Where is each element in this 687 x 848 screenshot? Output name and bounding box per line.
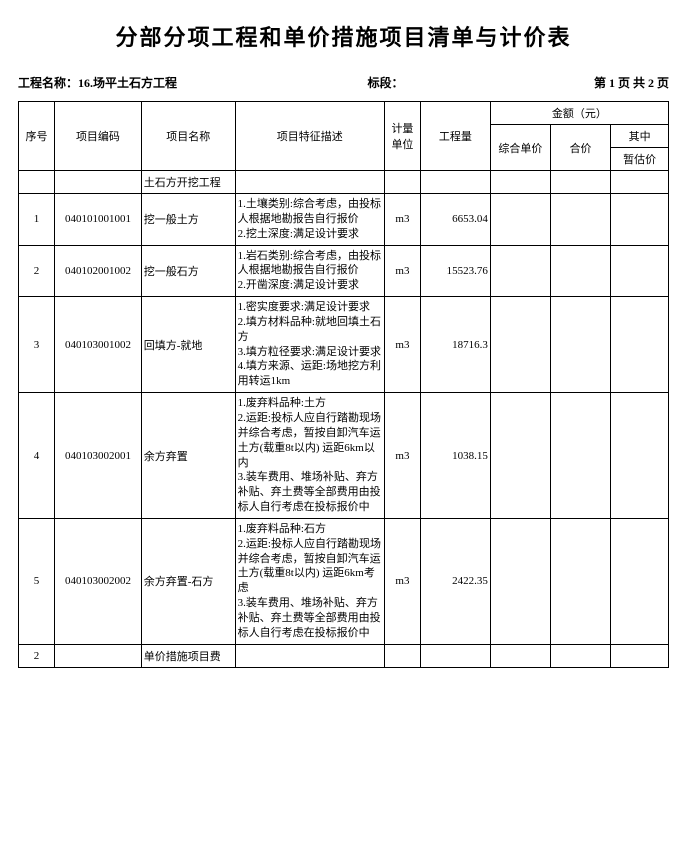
cell-code: 040103002001	[55, 393, 142, 519]
th-seq: 序号	[19, 102, 55, 171]
cell-name: 挖一般土方	[141, 194, 235, 246]
cell-unit-price	[490, 171, 550, 194]
cell-est-price	[611, 194, 669, 246]
th-unit-price: 综合单价	[490, 125, 550, 171]
cell-name: 余方弃置-石方	[141, 518, 235, 644]
section-label: 标段：	[368, 76, 404, 90]
cell-total-price	[550, 171, 610, 194]
page-title: 分部分项工程和单价措施项目清单与计价表	[18, 20, 669, 52]
cell-name: 回填方-就地	[141, 297, 235, 393]
table-header: 序号 项目编码 项目名称 项目特征描述 计量单位 工程量 金额（元） 综合单价 …	[19, 102, 669, 171]
cell-qty: 18716.3	[421, 297, 491, 393]
th-code: 项目编码	[55, 102, 142, 171]
cell-est-price	[611, 171, 669, 194]
cell-code: 040101001001	[55, 194, 142, 246]
cell-seq: 3	[19, 297, 55, 393]
cell-desc: 1.岩石类别:综合考虑，由投标人根据地勘报告自行报价2.开凿深度:满足设计要求	[235, 245, 384, 297]
cell-unit	[384, 644, 420, 667]
cell-qty: 1038.15	[421, 393, 491, 519]
cell-total-price	[550, 518, 610, 644]
cell-desc: 1.密实度要求:满足设计要求2.填方材料品种:就地回填土石方3.填方粒径要求:满…	[235, 297, 384, 393]
table-row: 1040101001001挖一般土方1.土壤类别:综合考虑，由投标人根据地勘报告…	[19, 194, 669, 246]
meta-row: 工程名称：16.场平土石方工程 标段： 第 1 页 共 2 页	[18, 74, 669, 91]
cell-desc: 1.土壤类别:综合考虑，由投标人根据地勘报告自行报价2.挖土深度:满足设计要求	[235, 194, 384, 246]
cell-qty	[421, 644, 491, 667]
cell-est-price	[611, 393, 669, 519]
th-of-which: 其中	[611, 125, 669, 148]
table-row: 5040103002002余方弃置-石方1.废弃料品种:石方2.运距:投标人应自…	[19, 518, 669, 644]
section-name: 标段：	[368, 74, 404, 91]
table-row: 4040103002001余方弃置1.废弃料品种:土方2.运距:投标人应自行踏勘…	[19, 393, 669, 519]
th-est-price: 暂估价	[611, 148, 669, 171]
project-name: 工程名称：16.场平土石方工程	[18, 74, 177, 91]
table-row: 2 单价措施项目费	[19, 644, 669, 667]
cell-unit-price	[490, 194, 550, 246]
cell-unit: m3	[384, 194, 420, 246]
cell-seq: 5	[19, 518, 55, 644]
cell-qty: 2422.35	[421, 518, 491, 644]
cell-qty	[421, 171, 491, 194]
th-amount: 金额（元）	[490, 102, 668, 125]
cell-unit-price	[490, 644, 550, 667]
cell-code	[55, 171, 142, 194]
cell-code: 040103002002	[55, 518, 142, 644]
cell-code: 040103001002	[55, 297, 142, 393]
cell-name: 余方弃置	[141, 393, 235, 519]
cell-unit-price	[490, 518, 550, 644]
th-name: 项目名称	[141, 102, 235, 171]
project-value: 16.场平土石方工程	[78, 76, 177, 90]
cell-seq: 1	[19, 194, 55, 246]
table-body: 土石方开挖工程1040101001001挖一般土方1.土壤类别:综合考虑，由投标…	[19, 171, 669, 668]
cell-est-price	[611, 518, 669, 644]
cell-unit	[384, 171, 420, 194]
cell-name: 单价措施项目费	[141, 644, 235, 667]
table-row: 土石方开挖工程	[19, 171, 669, 194]
cell-seq: 4	[19, 393, 55, 519]
cell-est-price	[611, 245, 669, 297]
cell-total-price	[550, 644, 610, 667]
cell-total-price	[550, 393, 610, 519]
cell-est-price	[611, 644, 669, 667]
cell-desc	[235, 644, 384, 667]
page-info: 第 1 页 共 2 页	[594, 74, 669, 91]
cell-desc: 1.废弃料品种:土方2.运距:投标人应自行踏勘现场并综合考虑，暂按自卸汽车运土方…	[235, 393, 384, 519]
cell-code	[55, 644, 142, 667]
bill-table: 序号 项目编码 项目名称 项目特征描述 计量单位 工程量 金额（元） 综合单价 …	[18, 101, 669, 668]
cell-unit: m3	[384, 393, 420, 519]
cell-seq: 2	[19, 644, 55, 667]
cell-name: 土石方开挖工程	[141, 171, 235, 194]
cell-unit-price	[490, 245, 550, 297]
cell-unit-price	[490, 393, 550, 519]
cell-total-price	[550, 194, 610, 246]
cell-seq	[19, 171, 55, 194]
cell-seq: 2	[19, 245, 55, 297]
cell-est-price	[611, 297, 669, 393]
cell-unit: m3	[384, 518, 420, 644]
cell-total-price	[550, 245, 610, 297]
cell-unit-price	[490, 297, 550, 393]
cell-total-price	[550, 297, 610, 393]
cell-unit: m3	[384, 297, 420, 393]
table-row: 2040102001002挖一般石方1.岩石类别:综合考虑，由投标人根据地勘报告…	[19, 245, 669, 297]
cell-desc	[235, 171, 384, 194]
cell-name: 挖一般石方	[141, 245, 235, 297]
th-desc: 项目特征描述	[235, 102, 384, 171]
th-qty: 工程量	[421, 102, 491, 171]
th-unit: 计量单位	[384, 102, 420, 171]
cell-qty: 6653.04	[421, 194, 491, 246]
cell-desc: 1.废弃料品种:石方2.运距:投标人应自行踏勘现场并综合考虑，暂按自卸汽车运土方…	[235, 518, 384, 644]
project-label: 工程名称：	[18, 76, 78, 90]
cell-code: 040102001002	[55, 245, 142, 297]
cell-unit: m3	[384, 245, 420, 297]
cell-qty: 15523.76	[421, 245, 491, 297]
table-row: 3040103001002回填方-就地1.密实度要求:满足设计要求2.填方材料品…	[19, 297, 669, 393]
th-total-price: 合价	[550, 125, 610, 171]
